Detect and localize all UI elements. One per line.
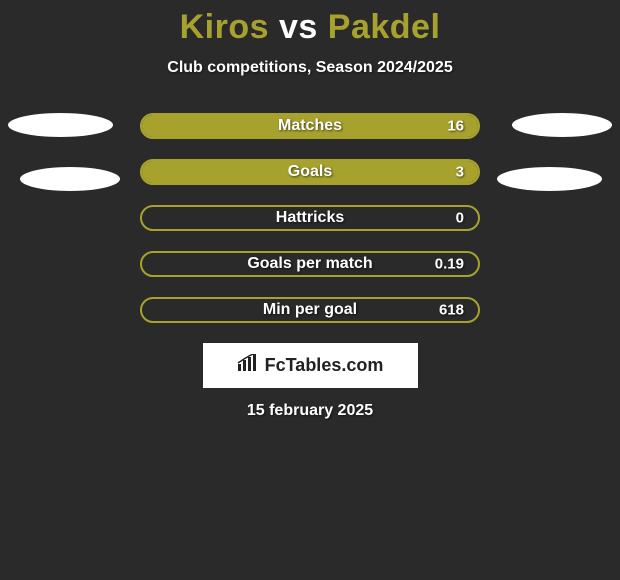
page-title: Kiros vs Pakdel bbox=[0, 0, 620, 47]
title-vs: vs bbox=[279, 8, 318, 46]
stat-label: Goals bbox=[288, 163, 332, 181]
stat-row: Matches 16 bbox=[140, 113, 480, 139]
stat-value: 0 bbox=[456, 210, 464, 227]
decor-ellipse bbox=[20, 167, 120, 191]
stats-area: Matches 16 Goals 3 Hattricks 0 Goals per match… bbox=[0, 113, 620, 323]
title-player1: Kiros bbox=[180, 8, 269, 46]
stat-value: 16 bbox=[447, 118, 464, 135]
stat-value: 3 bbox=[456, 164, 464, 181]
decor-ellipse bbox=[497, 167, 602, 191]
title-player2: Pakdel bbox=[328, 8, 441, 46]
date-label: 15 february 2025 bbox=[0, 402, 620, 420]
stat-label: Hattricks bbox=[276, 209, 344, 227]
bar-chart-icon bbox=[237, 354, 259, 377]
chart-container: Kiros vs Pakdel Club competitions, Seaso… bbox=[0, 0, 620, 580]
decor-ellipse bbox=[512, 113, 612, 137]
stat-row: Goals 3 bbox=[140, 159, 480, 185]
stat-label: Min per goal bbox=[263, 301, 357, 319]
logo-text: FcTables.com bbox=[265, 355, 384, 376]
logo-box: FcTables.com bbox=[203, 343, 418, 388]
stat-row: Goals per match 0.19 bbox=[140, 251, 480, 277]
stat-label: Goals per match bbox=[247, 255, 372, 273]
stat-value: 618 bbox=[439, 302, 464, 319]
stat-row: Min per goal 618 bbox=[140, 297, 480, 323]
stat-value: 0.19 bbox=[435, 256, 464, 273]
stat-label: Matches bbox=[278, 117, 342, 135]
decor-ellipse bbox=[8, 113, 113, 137]
subtitle: Club competitions, Season 2024/2025 bbox=[0, 59, 620, 77]
stat-row: Hattricks 0 bbox=[140, 205, 480, 231]
